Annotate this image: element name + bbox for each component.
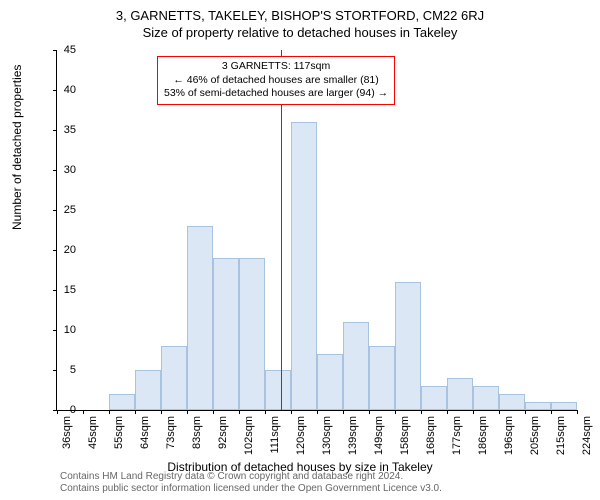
histogram-bar	[473, 386, 499, 410]
x-tick-label: 64sqm	[139, 416, 151, 449]
x-tick-label: 36sqm	[61, 416, 73, 449]
x-tick-label: 92sqm	[217, 416, 229, 449]
histogram-bar	[525, 402, 551, 410]
histogram-bar	[239, 258, 265, 410]
histogram-bar	[317, 354, 343, 410]
histogram-bar	[343, 322, 369, 410]
histogram-bar	[551, 402, 577, 410]
footer-line1: Contains HM Land Registry data © Crown c…	[60, 471, 442, 483]
histogram-bar	[213, 258, 239, 410]
y-axis-label: Number of detached properties	[10, 65, 24, 230]
y-tick-label: 10	[64, 324, 76, 336]
x-tick-label: 73sqm	[165, 416, 177, 449]
y-tick-label: 45	[64, 44, 76, 56]
x-tick-label: 149sqm	[373, 416, 385, 455]
chart-title-main: 3, GARNETTS, TAKELEY, BISHOP'S STORTFORD…	[0, 0, 600, 23]
histogram-bar	[291, 122, 317, 410]
x-tick-label: 45sqm	[87, 416, 99, 449]
footer-attribution: Contains HM Land Registry data © Crown c…	[60, 471, 442, 495]
y-tick-label: 35	[64, 124, 76, 136]
x-tick-label: 215sqm	[555, 416, 567, 455]
y-tick-label: 40	[64, 84, 76, 96]
histogram-bar	[369, 346, 395, 410]
plot-region: 36sqm45sqm55sqm64sqm73sqm83sqm92sqm102sq…	[56, 50, 577, 411]
annotation-line: ← 46% of detached houses are smaller (81…	[164, 74, 388, 88]
chart-title-sub: Size of property relative to detached ho…	[0, 23, 600, 40]
x-tick-label: 158sqm	[399, 416, 411, 455]
x-tick-label: 130sqm	[321, 416, 333, 455]
y-tick-label: 15	[64, 284, 76, 296]
histogram-bar	[447, 378, 473, 410]
histogram-bar	[187, 226, 213, 410]
x-tick-label: 83sqm	[191, 416, 203, 449]
x-tick-label: 205sqm	[529, 416, 541, 455]
histogram-bar	[421, 386, 447, 410]
x-tick-label: 139sqm	[347, 416, 359, 455]
annotation-box: 3 GARNETTS: 117sqm← 46% of detached hous…	[157, 56, 395, 105]
x-tick-label: 111sqm	[269, 416, 281, 454]
annotation-line: 53% of semi-detached houses are larger (…	[164, 87, 388, 101]
histogram-bar	[395, 282, 421, 410]
histogram-bar	[135, 370, 161, 410]
histogram-bar	[161, 346, 187, 410]
y-tick-label: 25	[64, 204, 76, 216]
x-tick-label: 120sqm	[295, 416, 307, 455]
chart-area: 36sqm45sqm55sqm64sqm73sqm83sqm92sqm102sq…	[56, 50, 576, 410]
x-tick-label: 55sqm	[113, 416, 125, 449]
histogram-bar	[109, 394, 135, 410]
histogram-bar	[499, 394, 525, 410]
x-tick-label: 186sqm	[477, 416, 489, 455]
histogram-bar	[265, 370, 291, 410]
x-tick-label: 168sqm	[425, 416, 437, 455]
y-tick-label: 20	[64, 244, 76, 256]
y-tick-label: 30	[64, 164, 76, 176]
y-tick-label: 5	[70, 364, 76, 376]
x-tick-label: 224sqm	[581, 416, 593, 455]
x-tick-label: 196sqm	[503, 416, 515, 455]
annotation-line: 3 GARNETTS: 117sqm	[164, 60, 388, 74]
x-tick-label: 102sqm	[243, 416, 255, 455]
y-tick-label: 0	[70, 404, 76, 416]
footer-line2: Contains public sector information licen…	[60, 483, 442, 495]
x-tick-label: 177sqm	[451, 416, 463, 455]
